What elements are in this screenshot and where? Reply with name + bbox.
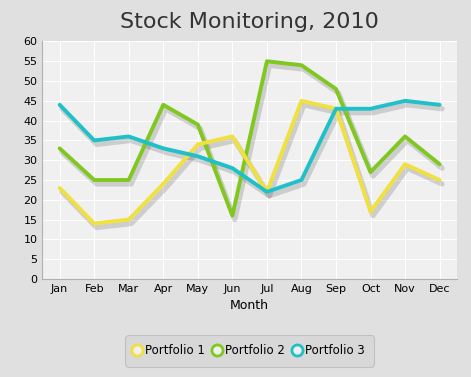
- Legend: Portfolio 1, Portfolio 2, Portfolio 3: Portfolio 1, Portfolio 2, Portfolio 3: [129, 339, 371, 363]
- X-axis label: Month: Month: [230, 299, 269, 313]
- Title: Stock Monitoring, 2010: Stock Monitoring, 2010: [120, 12, 379, 32]
